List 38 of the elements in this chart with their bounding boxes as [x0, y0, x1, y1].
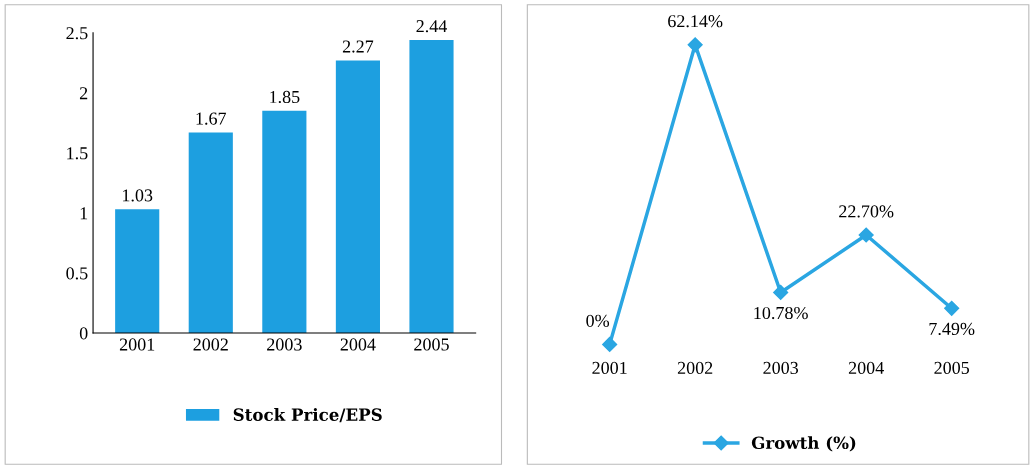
data-label: 0% — [586, 314, 610, 327]
data-label: 10.78% — [754, 306, 808, 320]
y-tick-label: 2.5 — [66, 27, 88, 40]
x-tick-label: 2005 — [934, 361, 970, 375]
x-tick-label: 2005 — [414, 338, 449, 351]
bar — [115, 209, 160, 333]
point — [944, 300, 960, 316]
y-tick-label: 2 — [79, 87, 88, 100]
x-tick-label: 2001 — [592, 361, 627, 375]
y-tick-label: 0.5 — [66, 267, 88, 280]
bar — [262, 110, 307, 333]
x-tick-label: 2004 — [340, 338, 376, 351]
data-label: 1.67 — [196, 112, 227, 125]
x-tick-label: 2004 — [848, 361, 884, 375]
x-tick-label: 2003 — [763, 361, 799, 375]
point — [602, 336, 618, 353]
x-tick-label: 2002 — [677, 361, 713, 375]
point — [858, 227, 874, 243]
x-tick-label: 2001 — [119, 338, 155, 351]
bar — [409, 40, 454, 333]
legend-label: Growth (%) — [751, 436, 856, 452]
bar — [335, 60, 380, 333]
data-label: 7.49% — [929, 322, 975, 336]
data-label: 1.85 — [270, 90, 300, 104]
data-label: 2.27 — [342, 40, 374, 53]
bar — [188, 132, 233, 333]
data-label: 62.14% — [668, 15, 723, 28]
legend-label: Stock Price/EPS — [233, 408, 382, 423]
x-tick-label: 2003 — [267, 338, 302, 351]
y-tick-label: 0 — [79, 327, 88, 340]
data-label: 22.70% — [839, 205, 894, 218]
data-label: 1.03 — [122, 189, 153, 202]
y-tick-label: 1.5 — [67, 147, 88, 160]
data-label: 2.44 — [416, 20, 448, 33]
y-tick-label: 1 — [80, 207, 88, 220]
point — [773, 284, 789, 301]
x-tick-label: 2002 — [193, 338, 228, 351]
point — [687, 37, 703, 53]
